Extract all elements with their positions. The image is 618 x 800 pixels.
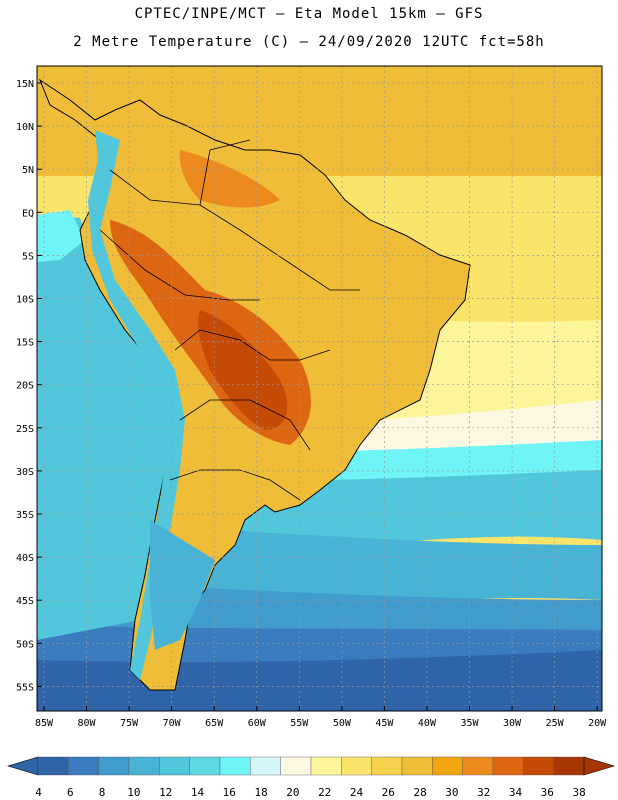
lat-label: 45S (16, 596, 34, 607)
lon-label: 60W (248, 718, 267, 729)
lat-label: 15N (16, 79, 34, 90)
lat-label: 10S (16, 295, 34, 306)
colorbar-swatch (432, 756, 463, 776)
hottest-core-region (198, 310, 288, 430)
colorbar-label: 32 (477, 786, 490, 799)
lat-label: 5N (22, 165, 34, 176)
colorbar-swatch (128, 756, 160, 776)
lat-label: 40S (16, 553, 34, 564)
plot-frame (36, 65, 603, 712)
colorbar-swatch (371, 756, 403, 776)
colorbar-swatch (553, 756, 585, 776)
colorbar-arrow-low (6, 756, 39, 776)
colorbar-label: 26 (382, 786, 395, 799)
colorbar-swatch (98, 756, 130, 776)
colorbar-swatch (462, 756, 494, 776)
colorbar-label: 8 (99, 786, 106, 799)
colorbar-label: 14 (191, 786, 205, 799)
lat-label: 10N (16, 122, 34, 133)
lon-label: 80W (78, 718, 97, 729)
colorbar-swatch (250, 756, 281, 776)
national-borders (99, 139, 360, 501)
colorbar-swatch (159, 756, 190, 776)
lon-label: 25W (546, 718, 565, 729)
colorbar-swatch (68, 756, 99, 776)
colorbar-swatch (492, 756, 524, 776)
colorbar-label: 12 (159, 786, 172, 799)
lon-label: 45W (375, 718, 394, 729)
colorbar-label: 6 (67, 786, 74, 799)
colorbar-label: 10 (127, 786, 140, 799)
colorbar-swatch (280, 756, 312, 776)
map-title: CPTEC/INPE/MCT – Eta Model 15km – GFS (134, 6, 484, 22)
map-subtitle: 2 Metre Temperature (C) – 24/09/2020 12U… (73, 34, 545, 50)
colorbar-swatch (219, 756, 251, 776)
lon-label: 55W (290, 718, 309, 729)
ocean-pacific (37, 215, 175, 640)
lon-label: 35W (460, 718, 479, 729)
latitude-axis: 15N 10N 5N EQ 5S 10S 15S 20S 25S 30S 35S 40S 45S 50S 5… (16, 79, 42, 693)
colorbar-swatch (401, 756, 433, 776)
longitude-axis: 85W 80W 75W 70W 65W 60W 55W 50W 45W 40W 35W 30W 25W 2… (35, 706, 607, 729)
colorbar-label: 16 (223, 786, 236, 799)
lon-label: 65W (205, 718, 224, 729)
lat-label: EQ (22, 208, 34, 219)
lat-label: 20S (16, 381, 34, 392)
colorbar-swatch (37, 756, 69, 776)
lon-label: 30W (503, 718, 522, 729)
colorbar-swatch (189, 756, 221, 776)
colorbar-label: 30 (445, 786, 458, 799)
lat-lon-grid (37, 66, 602, 711)
lat-label: 30S (16, 467, 34, 478)
lat-label: 25S (16, 424, 34, 435)
patagonia-cool (150, 520, 215, 650)
colorbar-label: 22 (318, 786, 331, 799)
lat-label: 35S (16, 510, 34, 521)
lon-label: 40W (418, 718, 437, 729)
colorbar-label: 4 (35, 786, 42, 799)
lon-label: 20W (588, 718, 607, 729)
colorbar-swatch (341, 756, 372, 776)
lat-label: 15S (16, 338, 34, 349)
colorbar: 4 6 8 10 12 14 16 18 20 22 24 26 28 30 32 34 36 38 (6, 756, 616, 799)
map-field (37, 66, 602, 711)
colorbar-label: 28 (413, 786, 426, 799)
colorbar-label: 34 (509, 786, 523, 799)
colorbar-label: 36 (541, 786, 554, 799)
lon-label: 50W (333, 718, 352, 729)
colorbar-label: 38 (572, 786, 585, 799)
ocean-pacific-north-band (37, 210, 85, 262)
colorbar-swatch (310, 756, 342, 776)
lon-label: 85W (35, 718, 54, 729)
lat-label: 55S (16, 682, 34, 693)
colorbar-arrow-high (583, 756, 616, 776)
lon-label: 70W (163, 718, 182, 729)
colorbar-label: 18 (254, 786, 267, 799)
north-warm-region (179, 150, 280, 208)
colorbar-label: 24 (350, 786, 364, 799)
lat-label: 50S (16, 639, 34, 650)
lat-label: 5S (22, 251, 34, 262)
colorbar-swatch (523, 756, 554, 776)
colorbar-label: 20 (286, 786, 299, 799)
lon-label: 75W (120, 718, 139, 729)
